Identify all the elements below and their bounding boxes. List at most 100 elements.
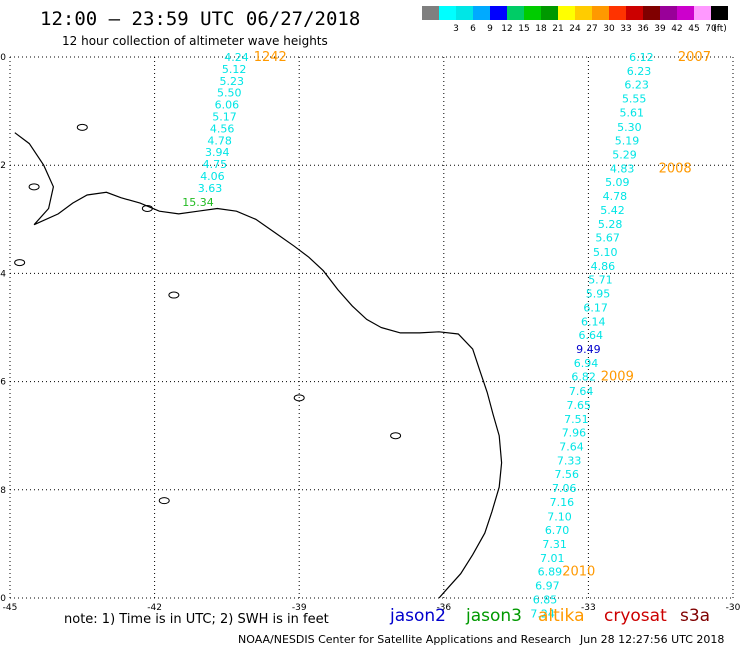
wave-height-value: 3.63 [198, 182, 223, 195]
pass-time-label: 2009 [601, 370, 634, 385]
legend-swatch [626, 6, 643, 20]
wave-height-value: 4.78 [207, 134, 232, 147]
wave-height-value: 5.29 [612, 148, 637, 161]
wave-height-value: 6.12 [629, 51, 654, 64]
pass-time-label: 1242 [254, 50, 287, 65]
wave-height-value: 5.17 [212, 111, 237, 124]
legend-swatch [575, 6, 592, 20]
legend-swatch [490, 6, 507, 20]
map-subtitle: 12 hour collection of altimeter wave hei… [62, 34, 328, 48]
legend-swatch [609, 6, 626, 20]
legend-label: 9 [487, 24, 493, 34]
legend-label: 36 [637, 24, 649, 34]
satellite-label: altika [538, 606, 585, 626]
wave-height-value: 6.82 [571, 371, 596, 384]
legend-label: 12 [501, 24, 513, 34]
legend-swatch [422, 6, 439, 20]
wave-height-value: 5.09 [605, 176, 630, 189]
lon-tick-label: -33 [581, 603, 596, 613]
footer-note: note: 1) Time is in UTC; 2) SWH is in fe… [64, 612, 329, 627]
satellite-label: cryosat [604, 606, 667, 626]
wave-height-value: 4.56 [210, 122, 235, 135]
wave-height-value: 6.70 [545, 524, 570, 537]
wave-height-value: 7.65 [567, 399, 592, 412]
wave-height-value: 7.33 [557, 455, 582, 468]
island [14, 259, 26, 267]
island [76, 123, 88, 131]
legend-label: 33 [620, 24, 632, 34]
wave-height-value: 6.23 [624, 79, 649, 92]
wave-height-value: 5.12 [222, 63, 247, 76]
wave-height-value: 4.06 [200, 170, 225, 183]
legend-label: 39 [654, 24, 666, 34]
wave-height-value: 5.30 [617, 121, 642, 134]
credit-text: NOAA/NESDIS Center for Satellite Applica… [238, 633, 572, 646]
wave-height-value: 7.56 [554, 468, 579, 481]
lat-tick-label: -6 [0, 378, 6, 388]
wave-height-value: 7.31 [542, 538, 567, 551]
legend-swatch [677, 6, 694, 20]
lat-tick-label: -8 [0, 486, 6, 496]
wave-height-value: 7.06 [552, 482, 577, 495]
wave-height-value: 4.75 [203, 158, 228, 171]
legend-swatch [660, 6, 677, 20]
satellite-label: jason3 [466, 606, 522, 626]
legend-label: 70 [705, 24, 717, 34]
wave-height-value: 6.14 [581, 316, 606, 329]
legend-label: 15 [518, 24, 530, 34]
wave-height-value: 4.83 [610, 162, 635, 175]
generated-timestamp: Jun 28 12:27:56 UTC 2018 [580, 633, 725, 646]
legend-label: 24 [569, 24, 581, 34]
legend-swatch [558, 6, 575, 20]
wave-height-value: 4.24 [224, 51, 249, 64]
wave-height-value: 6.94 [574, 357, 599, 370]
wave-height-value: 5.61 [620, 107, 645, 120]
island [168, 291, 180, 299]
coastline [14, 132, 503, 599]
wave-height-value: 7.16 [550, 496, 575, 509]
wave-height-value: 5.10 [593, 246, 618, 259]
lon-tick-label: -39 [292, 603, 307, 613]
wave-height-value: 6.23 [627, 65, 652, 78]
legend-swatch [541, 6, 558, 20]
wave-height-value: 5.55 [622, 93, 647, 106]
wave-height-value: 6.17 [583, 301, 608, 314]
wave-height-value: 7.51 [564, 413, 589, 426]
lon-tick-label: -42 [147, 603, 162, 613]
wave-height-value: 4.86 [591, 260, 616, 273]
legend-swatch [711, 6, 728, 20]
legend-swatch [507, 6, 524, 20]
pass-time-label: 2010 [562, 564, 595, 579]
legend-swatch [694, 6, 711, 20]
legend-label: 27 [586, 24, 598, 34]
wave-height-value: 7.24 [530, 608, 555, 621]
wave-height-value: 9.49 [576, 343, 601, 356]
island [28, 183, 40, 191]
wave-height-value: 7.10 [547, 510, 572, 523]
pass-time-label: 2007 [678, 50, 711, 65]
legend-swatch [524, 6, 541, 20]
wave-height-value: 7.64 [559, 441, 584, 454]
wave-height-value: 5.19 [615, 134, 640, 147]
satellite-label: s3a [680, 606, 711, 626]
legend-label: 30 [603, 24, 615, 34]
lat-tick-label: 0 [0, 53, 6, 63]
island [390, 432, 402, 440]
lat-tick-label: -10 [0, 594, 6, 604]
wave-height-value: 7.96 [562, 426, 587, 439]
legend-swatch [643, 6, 660, 20]
wave-height-value: 5.71 [588, 273, 613, 286]
legend-label: 45 [688, 24, 700, 34]
wave-height-value: 4.78 [603, 190, 628, 203]
island [141, 204, 153, 212]
wave-height-value: 5.95 [586, 287, 611, 300]
wave-height-value: 5.42 [600, 204, 625, 217]
wave-height-value: 6.85 [533, 594, 558, 607]
legend-swatch [592, 6, 609, 20]
map-title: 12:00 – 23:59 UTC 06/27/2018 [40, 8, 361, 30]
wave-height-value: 7.64 [569, 385, 594, 398]
wave-height-value: 5.67 [595, 232, 620, 245]
wave-height-value: 5.23 [219, 75, 244, 88]
satellite-label: jason2 [390, 606, 446, 626]
